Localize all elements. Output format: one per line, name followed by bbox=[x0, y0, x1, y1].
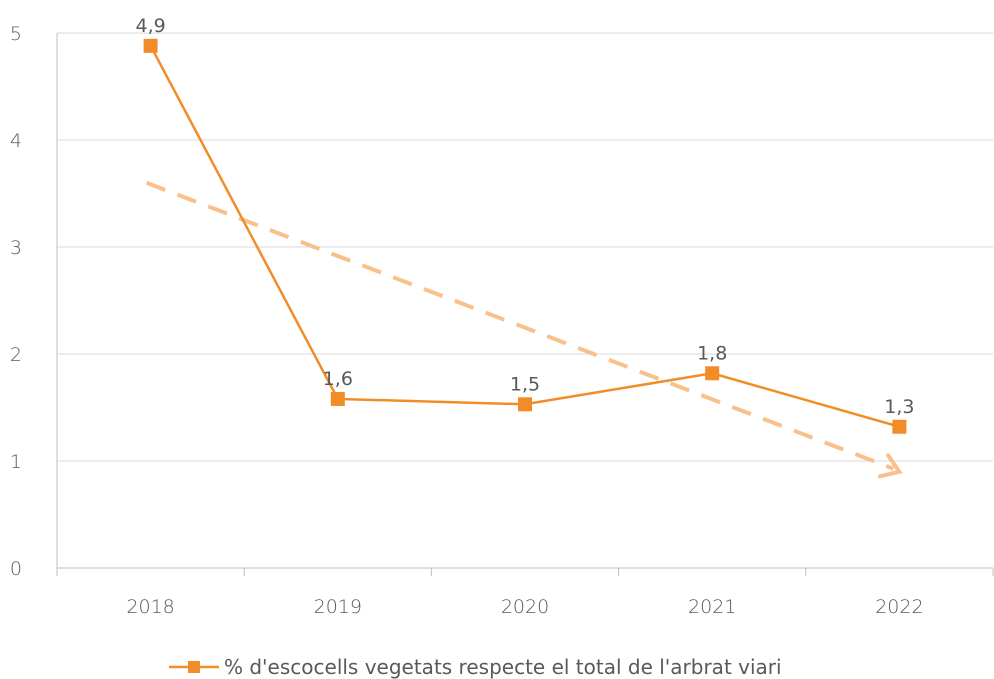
x-tick-label: 2021 bbox=[688, 596, 736, 618]
x-tick-label: 2020 bbox=[501, 596, 549, 618]
y-tick-label: 4 bbox=[10, 130, 22, 152]
y-tick-label: 0 bbox=[10, 558, 22, 580]
data-label: 1,8 bbox=[697, 342, 727, 364]
trend-line bbox=[145, 180, 895, 471]
legend-marker-swatch bbox=[188, 661, 200, 673]
data-point-marker bbox=[143, 38, 158, 53]
data-point-marker bbox=[518, 397, 532, 412]
series-group bbox=[143, 38, 907, 434]
data-point-marker bbox=[330, 391, 345, 406]
data-label: 4,9 bbox=[135, 15, 165, 37]
trend-arrow bbox=[145, 180, 903, 479]
data-labels: 4,9 1,6 1,5 1,8 1,3 bbox=[135, 15, 914, 418]
data-point-marker bbox=[705, 366, 720, 381]
x-tick-label: 2022 bbox=[875, 596, 923, 618]
y-tick-label: 2 bbox=[10, 344, 22, 366]
x-axis: 2018 2019 2020 2021 2022 bbox=[56, 567, 994, 618]
x-tick-label: 2019 bbox=[314, 596, 362, 618]
data-label: 1,3 bbox=[884, 396, 914, 418]
data-label: 1,6 bbox=[323, 368, 353, 390]
y-tick-label: 3 bbox=[10, 237, 22, 259]
y-axis: 0 1 2 3 4 5 bbox=[10, 23, 58, 580]
legend-label: % d'escocells vegetats respecte el total… bbox=[224, 655, 782, 679]
data-label: 1,5 bbox=[510, 373, 540, 395]
trend-arrowhead bbox=[877, 453, 903, 479]
y-tick-label: 1 bbox=[10, 451, 22, 473]
y-tick-label: 5 bbox=[10, 23, 22, 45]
series-line bbox=[149, 45, 900, 428]
data-point-marker bbox=[892, 419, 907, 434]
x-tick-label: 2018 bbox=[126, 596, 174, 618]
gridlines bbox=[57, 32, 993, 462]
legend: % d'escocells vegetats respecte el total… bbox=[169, 655, 782, 679]
